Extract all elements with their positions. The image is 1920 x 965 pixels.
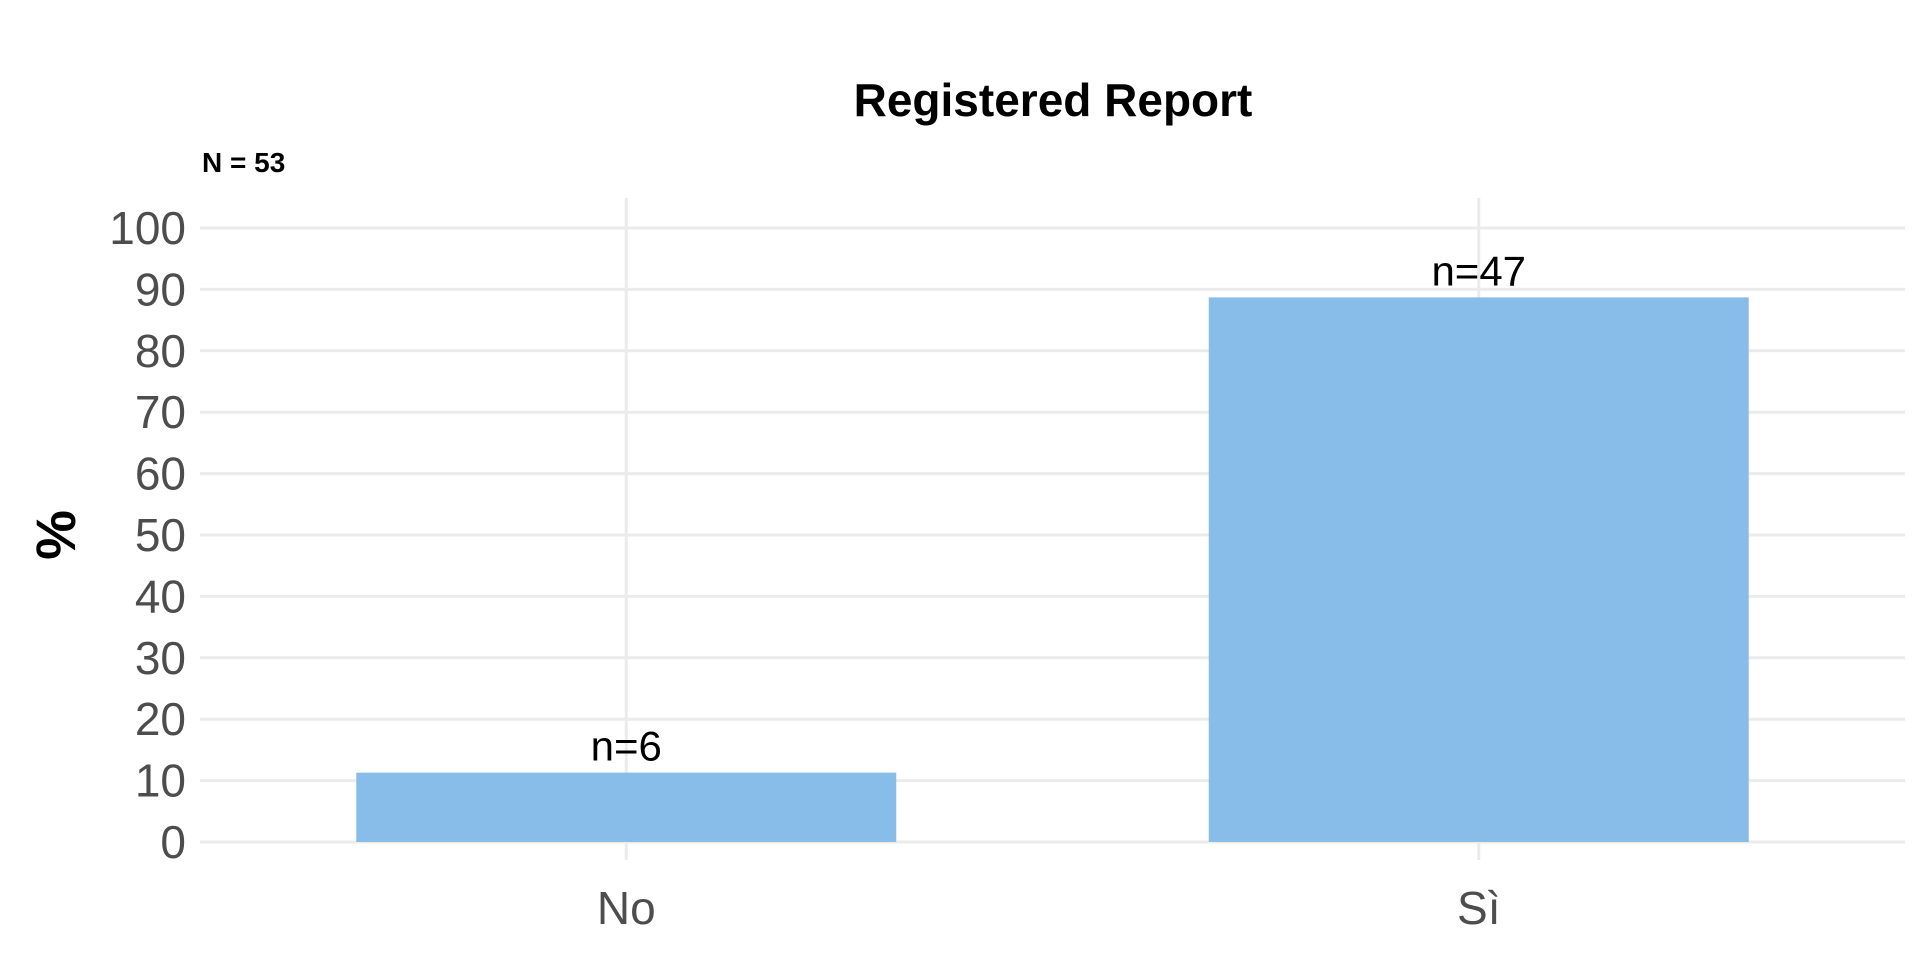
y-axis-title: % bbox=[24, 510, 87, 560]
y-tick-label-60: 60 bbox=[135, 448, 186, 500]
y-tick-label-50: 50 bbox=[135, 509, 186, 561]
y-tick-label-70: 70 bbox=[135, 386, 186, 438]
x-axis-ticks: No Sì bbox=[597, 882, 1501, 934]
chart-title: Registered Report bbox=[854, 74, 1253, 126]
data-label-0: n=6 bbox=[591, 723, 662, 770]
x-tick-label-1: Sì bbox=[1457, 882, 1500, 934]
y-tick-label-30: 30 bbox=[135, 632, 186, 684]
y-tick-label-40: 40 bbox=[135, 570, 186, 622]
labels-layer: n=6 n=47 bbox=[591, 247, 1526, 769]
x-tick-label-0: No bbox=[597, 882, 656, 934]
y-tick-label-100: 100 bbox=[109, 202, 186, 254]
y-axis-ticks: 0 10 20 30 40 50 60 70 80 90 100 bbox=[109, 202, 186, 868]
y-tick-label-20: 20 bbox=[135, 693, 186, 745]
data-label-1: n=47 bbox=[1431, 247, 1526, 294]
y-tick-label-90: 90 bbox=[135, 263, 186, 315]
chart-subtitle: N = 53 bbox=[202, 147, 285, 178]
bar-0 bbox=[356, 772, 897, 842]
bars-layer bbox=[356, 297, 1749, 843]
y-tick-label-80: 80 bbox=[135, 325, 186, 377]
bar-1 bbox=[1208, 297, 1749, 843]
y-tick-label-0: 0 bbox=[160, 816, 186, 868]
y-tick-label-10: 10 bbox=[135, 755, 186, 807]
